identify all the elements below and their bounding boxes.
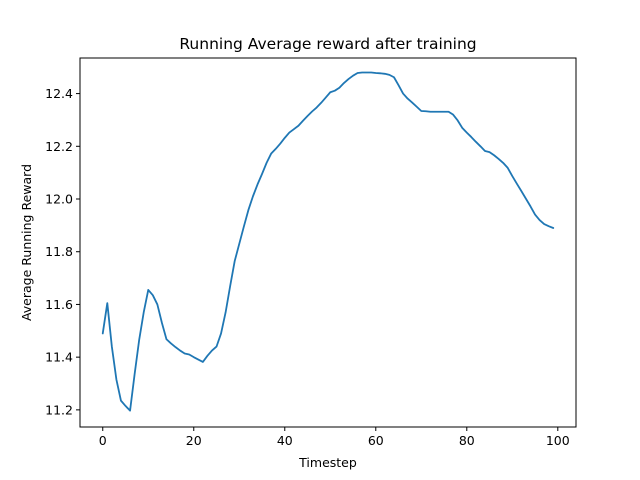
- y-tick-label: 12.4: [45, 86, 73, 101]
- axis-ticks: 0 20 40 60 80 100 11.2 11.4 11.6 11.8 12.0 12.2 12.4: [45, 86, 570, 448]
- series-line: [101, 71, 555, 412]
- x-tick-label: 20: [186, 433, 202, 448]
- x-tick-label: 80: [459, 433, 475, 448]
- x-tick-label: 100: [546, 433, 570, 448]
- y-tick-label: 11.2: [45, 402, 73, 417]
- x-tick-label: 0: [99, 433, 107, 448]
- plot-frame: [79, 57, 577, 428]
- x-tick-label: 40: [277, 433, 293, 448]
- y-tick-label: 12.0: [45, 192, 73, 207]
- y-tick-label: 11.4: [45, 350, 73, 365]
- x-axis-label: Timestep: [298, 455, 357, 470]
- y-tick-label: 12.2: [45, 139, 73, 154]
- y-tick-label: 11.8: [45, 244, 73, 259]
- y-tick-label: 11.6: [45, 297, 73, 312]
- y-axis-label: Average Running Reward: [19, 164, 34, 321]
- chart-title: Running Average reward after training: [179, 35, 476, 53]
- x-tick-label: 60: [368, 433, 384, 448]
